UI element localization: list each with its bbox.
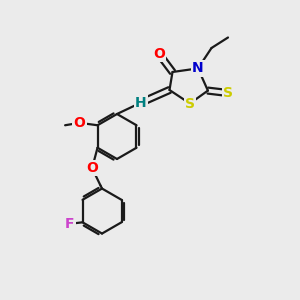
Text: O: O [74, 116, 86, 130]
Text: S: S [185, 97, 195, 110]
Text: O: O [153, 47, 165, 61]
Text: F: F [65, 217, 75, 231]
Text: S: S [223, 86, 233, 100]
Text: N: N [192, 61, 204, 75]
Text: O: O [86, 161, 98, 175]
Text: H: H [135, 96, 147, 110]
